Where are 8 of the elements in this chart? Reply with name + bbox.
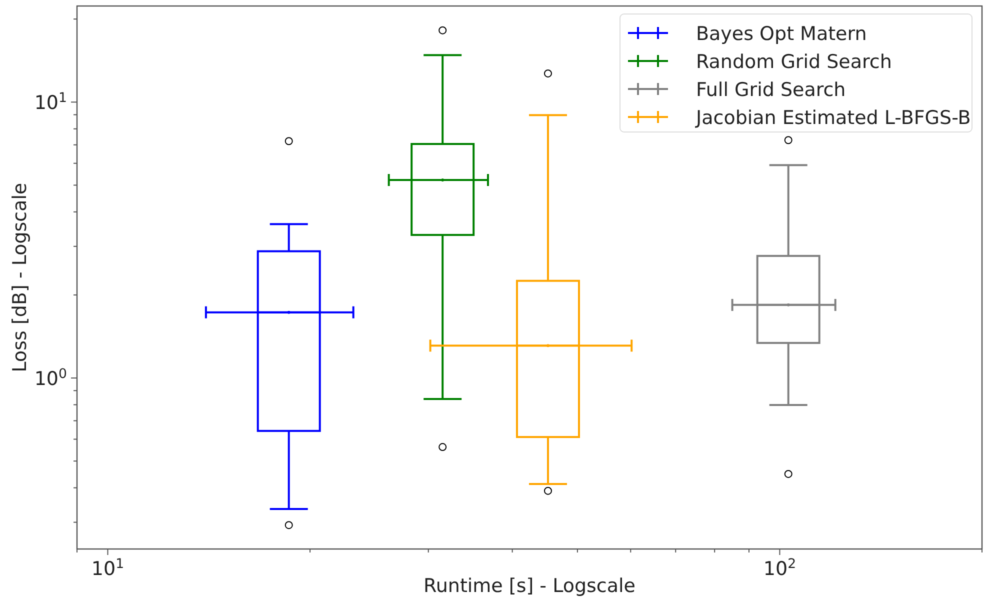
legend-label: Jacobian Estimated L-BFGS-B xyxy=(695,107,971,129)
y-axis-title: Loss [dB] - Logscale xyxy=(9,182,31,372)
legend-label: Full Grid Search xyxy=(696,79,846,101)
x-tick-label: 10$^{2}$ xyxy=(763,556,796,580)
y-tick-label: 10$^{0}$ xyxy=(34,366,67,390)
legend-label: Random Grid Search xyxy=(696,51,892,73)
x-axis-title: Runtime [s] - Logscale xyxy=(424,575,636,597)
legend-label: Bayes Opt Matern xyxy=(696,23,867,45)
